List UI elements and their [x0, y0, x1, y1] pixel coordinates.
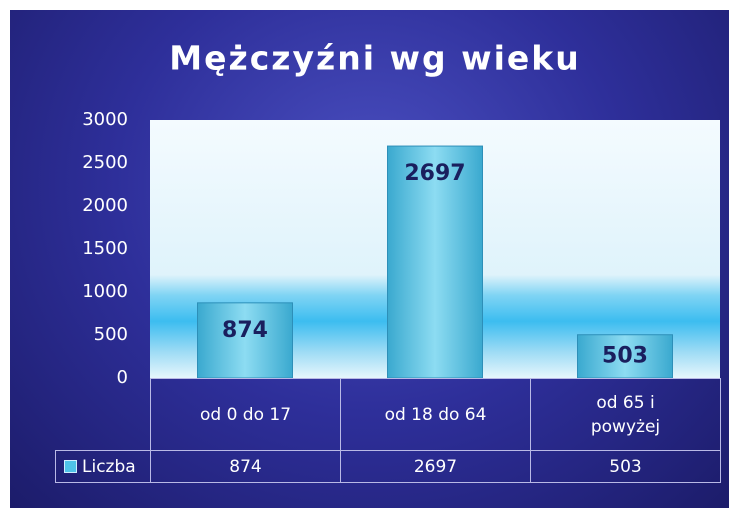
y-tick-label: 0	[117, 367, 128, 388]
y-tick-label: 3000	[82, 109, 128, 130]
x-tick-label: od 65 i powyżej	[530, 378, 721, 451]
y-tick-label: 2500	[82, 152, 128, 173]
table-value: 503	[530, 450, 721, 483]
legend-swatch	[64, 460, 77, 473]
legend-entry: Liczba	[55, 450, 151, 483]
x-tick-label: od 18 do 64	[340, 378, 531, 451]
data-label: 2697	[404, 161, 465, 186]
data-label: 874	[222, 318, 268, 343]
bar	[577, 334, 673, 379]
y-tick-label: 1000	[82, 281, 128, 302]
legend-label: Liczba	[82, 456, 136, 477]
y-tick-label: 500	[94, 324, 128, 345]
x-tick-label: od 0 do 17	[150, 378, 341, 451]
y-tick-label: 1500	[82, 238, 128, 259]
bar	[197, 302, 293, 379]
bar	[387, 145, 483, 379]
table-value: 2697	[340, 450, 531, 483]
y-tick-label: 2000	[82, 195, 128, 216]
data-label: 503	[602, 343, 648, 368]
table-value: 874	[150, 450, 341, 483]
chart-title: Mężczyźni wg wieku	[169, 39, 580, 78]
